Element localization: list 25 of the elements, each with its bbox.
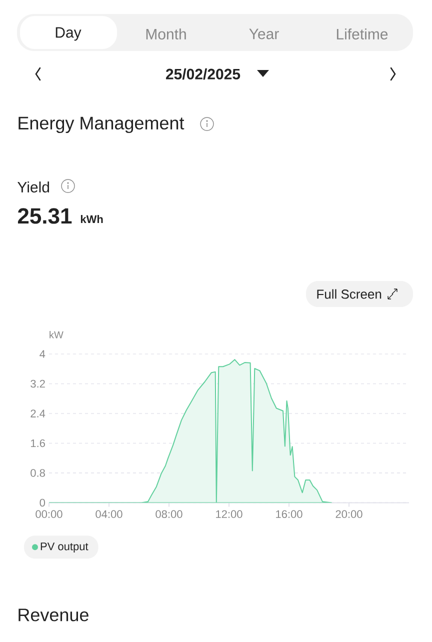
- y-tick-label: 2.4: [30, 410, 46, 418]
- text: Yield: [18, 181, 50, 192]
- x-tick-label: 20:00: [336, 510, 362, 518]
- x-tick-label: 04:00: [96, 510, 122, 518]
- text: Day: [56, 27, 82, 41]
- legend-label: PV output: [40, 542, 88, 552]
- x-tick-label: 08:00: [156, 510, 182, 518]
- text: Revenue: [18, 608, 88, 622]
- text: Lifetime: [336, 28, 388, 40]
- y-tick-label: 1.6: [31, 439, 45, 448]
- x-tick-label: 12:00: [216, 510, 242, 518]
- y-axis-title: kW: [50, 331, 64, 338]
- y-tick-label: 0.8: [30, 469, 45, 477]
- text: Full Screen: [317, 289, 382, 299]
- y-tick-label: 3.2: [30, 380, 45, 388]
- y-tick-label: 0: [40, 498, 46, 507]
- x-tick-label: 00:00: [36, 510, 62, 518]
- text: kWh: [80, 215, 103, 223]
- text: Month: [146, 28, 186, 40]
- chart-title: Energy Management: [18, 116, 184, 134]
- x-tick-label: 16:00: [276, 510, 302, 518]
- text: Year: [249, 28, 279, 40]
- y-tick-label: 4: [40, 350, 46, 358]
- text: 25.31: [18, 208, 72, 224]
- text: 25/02/2025: [166, 68, 240, 80]
